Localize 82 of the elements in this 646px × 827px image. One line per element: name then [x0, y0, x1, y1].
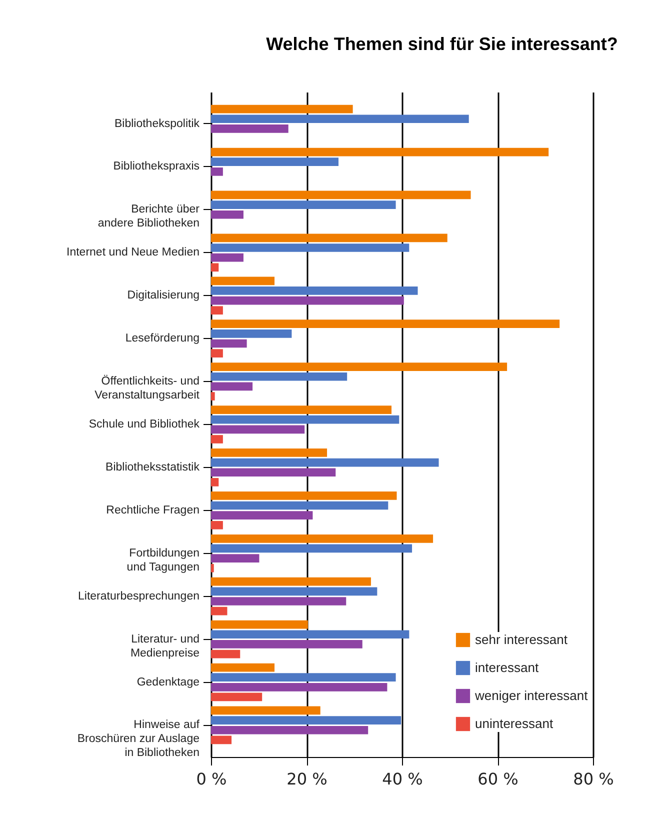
bar [211, 425, 305, 434]
bar [211, 210, 244, 219]
bar [211, 167, 223, 176]
bar [211, 276, 275, 286]
bar [211, 158, 338, 166]
bar [211, 458, 439, 467]
bar [211, 392, 215, 400]
bar [211, 244, 410, 252]
y-tick-label: Berichte über andere Bibliotheken [98, 204, 200, 230]
bar [211, 330, 292, 338]
y-tick-label: Rechtliche Fragen [106, 504, 200, 516]
bar [211, 435, 223, 444]
bar [211, 253, 244, 262]
y-tick-label: Schule und Bibliothek [88, 418, 200, 430]
y-tick-label: Leseförderung [125, 332, 200, 345]
bar [211, 406, 392, 414]
bar [211, 415, 400, 424]
bar [211, 501, 388, 510]
bar [211, 726, 368, 734]
y-tick-label: Literatur- und Medienpreise [130, 633, 200, 660]
bar [211, 692, 262, 702]
bar [211, 597, 346, 606]
bar [211, 339, 247, 348]
bar [211, 682, 388, 692]
bar [211, 468, 336, 477]
legend-label: uninteressant [475, 716, 554, 731]
y-tick-label: Gedenktage [136, 676, 200, 688]
y-tick-label: Internet und Neue Medien [66, 246, 200, 259]
bar [211, 630, 410, 639]
legend-label: weniger interessant [474, 688, 588, 703]
bar [211, 124, 288, 133]
legend-label: sehr interessant [475, 632, 568, 647]
chart-title: Welche Themen sind für Sie interessant? [266, 34, 618, 54]
bar [211, 448, 328, 457]
bar [211, 190, 471, 200]
bar [211, 286, 418, 295]
bar [211, 104, 353, 114]
bar [211, 148, 549, 156]
bar [211, 716, 402, 724]
bar [211, 564, 214, 572]
bar [211, 663, 275, 672]
bar [211, 606, 228, 616]
y-tick-label: Fortbildungen und Tagungen [126, 547, 200, 574]
bar [211, 362, 508, 371]
bar [211, 492, 397, 500]
bar [211, 544, 412, 553]
bar [211, 306, 223, 315]
bar [211, 534, 434, 543]
y-tick-label: Öffentlichkeits- und Veranstaltungsarbeit [94, 374, 200, 402]
bar [211, 320, 560, 328]
x-tick-label: 60 % [478, 770, 518, 788]
bar [211, 263, 219, 272]
bar [211, 620, 308, 629]
legend-label: interessant [475, 660, 539, 675]
y-tick-label: Bibliothekspolitik [114, 118, 200, 130]
y-tick-label: Bibliothekspraxis [113, 160, 200, 173]
bar [211, 349, 223, 358]
bar [211, 587, 378, 596]
y-tick-label: Literaturbesprechungen [78, 590, 200, 602]
bar [211, 478, 219, 486]
bar [211, 296, 404, 305]
y-tick-label: Bibliotheksstatistik [106, 461, 200, 474]
bar [211, 736, 232, 744]
bar [211, 520, 223, 530]
bar [211, 382, 253, 391]
x-tick-label: 40 % [382, 770, 423, 788]
y-tick-label: Hinweise auf Broschüren zur Auslage in Bibliotheken [77, 719, 200, 760]
bar [211, 234, 448, 242]
bar [211, 372, 348, 381]
x-tick-label: 0 % [196, 770, 227, 788]
bar [211, 200, 396, 209]
x-tick-label: 20 % [286, 770, 328, 788]
bar [211, 511, 313, 520]
bar [211, 577, 371, 586]
bar [211, 554, 260, 562]
bar [211, 706, 320, 715]
bar [211, 114, 469, 124]
bar [211, 640, 362, 648]
bar [211, 650, 240, 658]
y-tick-label: Digitalisierung [127, 290, 200, 302]
bar [211, 673, 396, 682]
x-tick-label: 80 % [573, 770, 614, 788]
